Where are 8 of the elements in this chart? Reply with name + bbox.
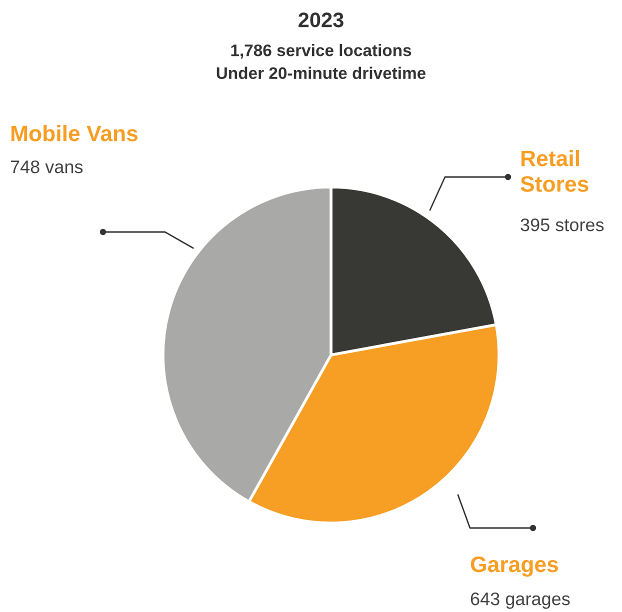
data-label: 748 vans [10,160,83,174]
data-label: 395 stores [520,218,604,232]
chart-subtitle: 1,786 service locations Under 20-minute drivetime [216,44,426,80]
chart-title: 2023 [298,12,344,28]
data-label: 643 garages [470,592,570,609]
legend-label: Retail Stores [520,150,588,192]
slice-label: Mobile Vans [11,125,138,142]
slice-label: Garages [470,556,558,577]
